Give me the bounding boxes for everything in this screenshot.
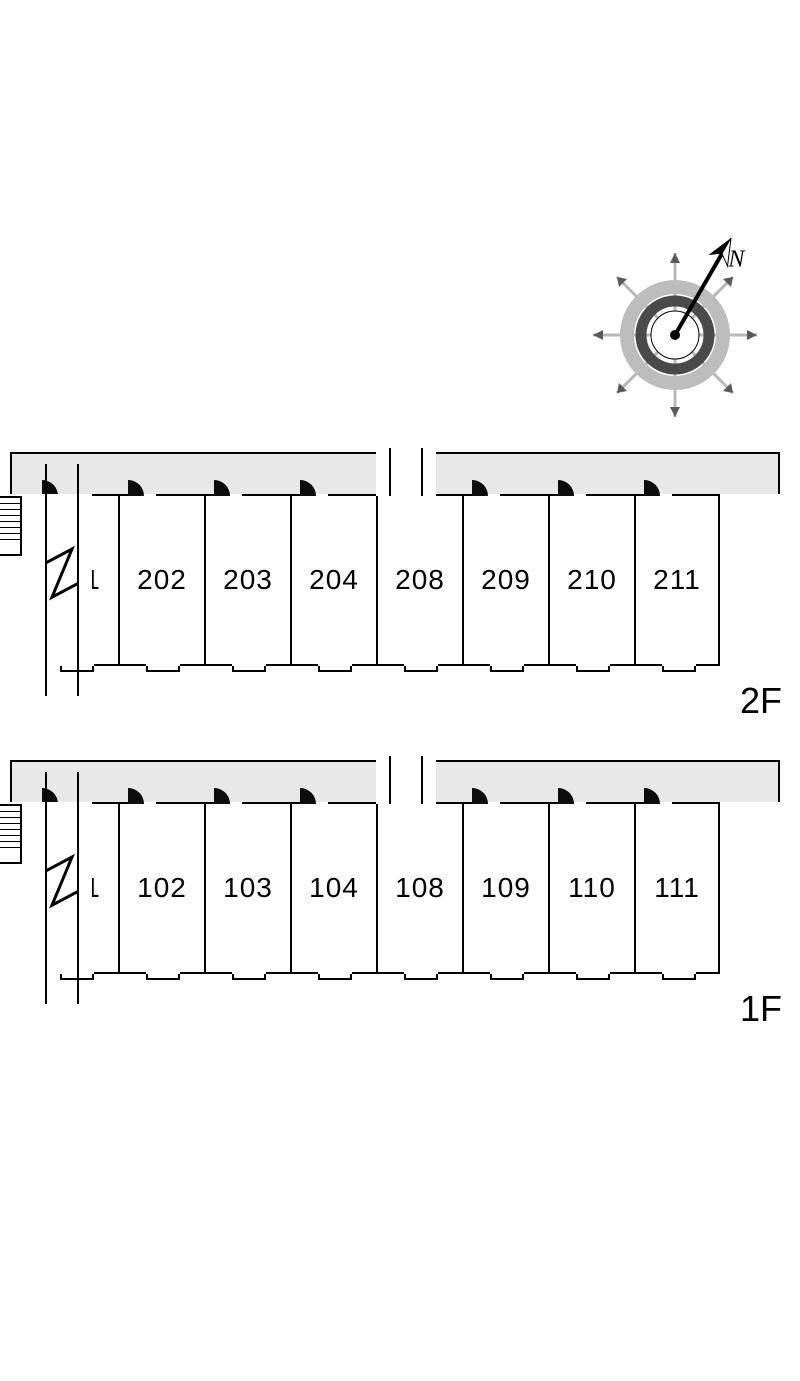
- section-break-corridor: [376, 448, 436, 496]
- room-label: 109: [481, 872, 531, 904]
- door-swing-icon: [300, 480, 322, 501]
- door-swing-icon: [128, 788, 150, 809]
- room-label: 210: [567, 564, 617, 596]
- room-204: 204: [290, 494, 376, 666]
- room-102: 102: [118, 802, 204, 974]
- room-110: 110: [548, 802, 634, 974]
- room-203: 203: [204, 494, 290, 666]
- stair-icon: [0, 804, 22, 864]
- window-sill: [662, 666, 696, 672]
- room-202: 202: [118, 494, 204, 666]
- window-sill: [232, 974, 266, 980]
- floor-2f: 2012022032042082092102112F: [0, 452, 800, 696]
- room-210: 210: [548, 494, 634, 666]
- door-swing-icon: [472, 788, 494, 809]
- room-108: 108: [376, 802, 462, 974]
- window-sill: [232, 666, 266, 672]
- room-104: 104: [290, 802, 376, 974]
- window-sill: [404, 974, 438, 980]
- window-sill: [146, 666, 180, 672]
- door-swing-icon: [300, 788, 322, 809]
- floor-1f: 1011021031041081091101111F: [0, 760, 800, 1004]
- door-swing-icon: [472, 480, 494, 501]
- room-label: 209: [481, 564, 531, 596]
- room-label: 202: [137, 564, 187, 596]
- rooms-row: 101102103104108109110111: [32, 802, 720, 974]
- window-sill: [404, 666, 438, 672]
- room-111: 111: [634, 802, 720, 974]
- room-label: 103: [223, 872, 273, 904]
- door-swing-icon: [214, 788, 236, 809]
- window-sill: [576, 666, 610, 672]
- door-swing-icon: [558, 480, 580, 501]
- window-sill: [146, 974, 180, 980]
- north-label: N: [727, 247, 746, 273]
- room-label: 211: [653, 564, 701, 596]
- room-label: 108: [395, 872, 445, 904]
- room-label: 208: [395, 564, 445, 596]
- floor-label-1F: 1F: [740, 988, 782, 1030]
- room-label: 203: [223, 564, 273, 596]
- room-208: 208: [376, 494, 462, 666]
- window-sill: [576, 974, 610, 980]
- rooms-row: 201202203204208209210211: [32, 494, 720, 666]
- window-sill: [490, 666, 524, 672]
- room-label: 204: [309, 564, 359, 596]
- window-sill: [318, 666, 352, 672]
- stair-icon: [0, 496, 22, 556]
- door-swing-icon: [644, 788, 666, 809]
- window-sill: [318, 974, 352, 980]
- window-sill: [490, 974, 524, 980]
- compass-rose: N: [575, 235, 775, 440]
- section-break: [32, 802, 92, 974]
- floor-label-2F: 2F: [740, 680, 782, 722]
- room-109: 109: [462, 802, 548, 974]
- section-break-corridor: [376, 756, 436, 804]
- room-103: 103: [204, 802, 290, 974]
- section-break: [32, 494, 92, 666]
- door-swing-icon: [558, 788, 580, 809]
- door-swing-icon: [644, 480, 666, 501]
- room-label: 102: [137, 872, 187, 904]
- door-swing-icon: [214, 480, 236, 501]
- room-209: 209: [462, 494, 548, 666]
- room-label: 111: [654, 872, 700, 904]
- door-swing-icon: [128, 480, 150, 501]
- room-label: 110: [568, 872, 616, 904]
- room-211: 211: [634, 494, 720, 666]
- room-label: 104: [309, 872, 359, 904]
- window-sill: [662, 974, 696, 980]
